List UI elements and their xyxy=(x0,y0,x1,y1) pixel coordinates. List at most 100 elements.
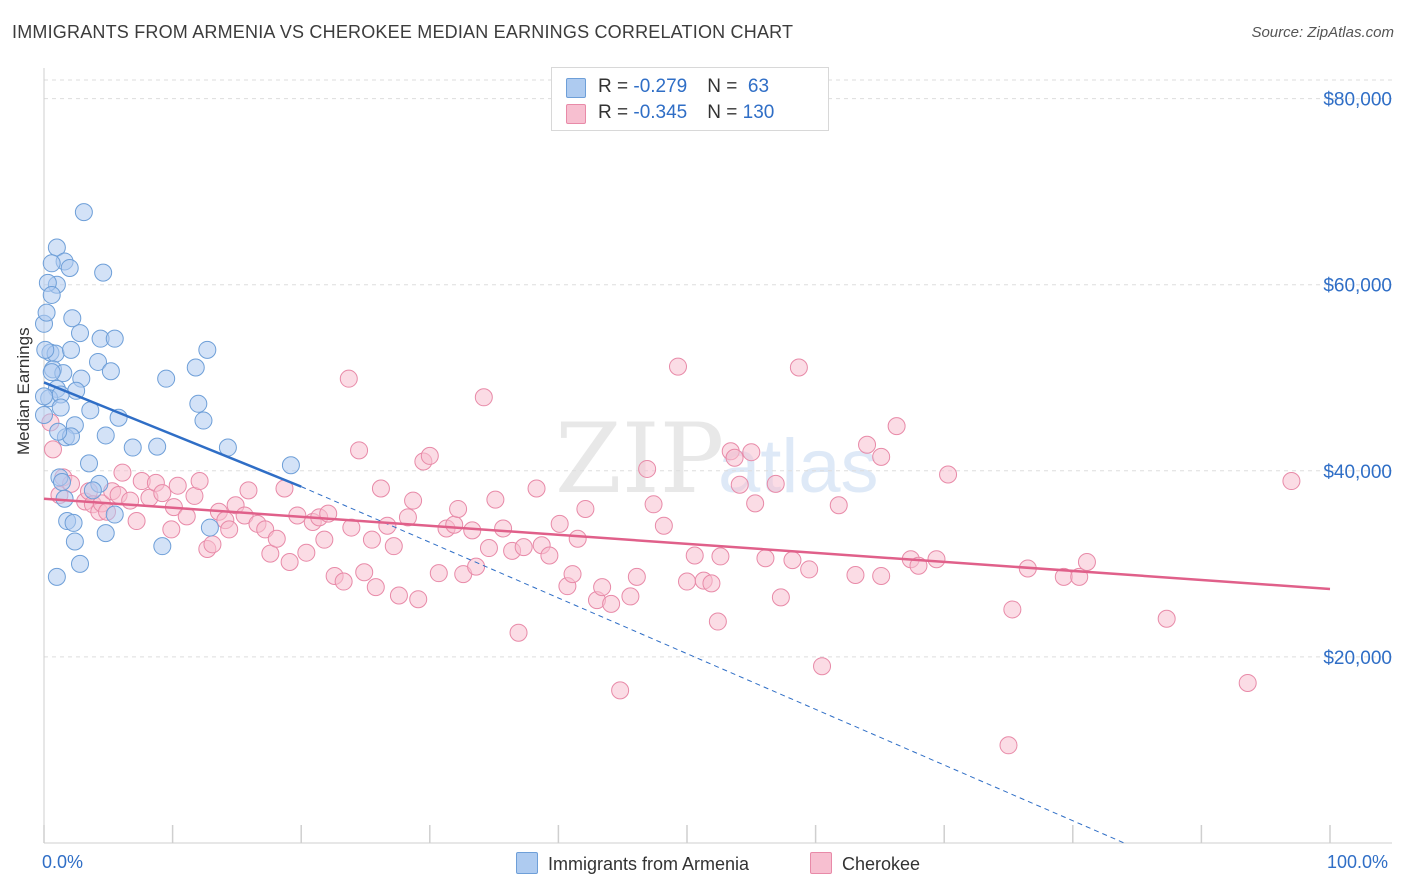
legend-n-value-armenia: 63 xyxy=(742,76,770,97)
cherokee-point xyxy=(678,572,696,591)
cherokee-point xyxy=(355,563,374,582)
armenia-point xyxy=(96,524,115,543)
watermark-atlas: atlas xyxy=(718,424,879,509)
cherokee-point xyxy=(846,566,865,585)
armenia-point xyxy=(83,481,102,500)
cherokee-point xyxy=(939,465,958,484)
armenia-point xyxy=(49,422,68,441)
legend-n-label: N = xyxy=(707,76,743,97)
y-tick-labels: $20,000 $40,000 $60,000 $80,000 xyxy=(1323,90,1392,669)
x-tick-label-left: 0.0% xyxy=(42,852,84,872)
cherokee-point xyxy=(668,357,687,376)
cherokee-point xyxy=(576,499,595,518)
armenia-point xyxy=(60,258,79,277)
armenia-point xyxy=(101,362,120,381)
legend-n-value-cherokee: 130 xyxy=(742,102,775,123)
armenia-point xyxy=(36,340,55,359)
armenia-point xyxy=(148,437,167,456)
cherokee-point xyxy=(1077,552,1096,571)
cherokee-point xyxy=(467,557,486,576)
cherokee-point xyxy=(384,537,403,556)
trend-lines xyxy=(43,381,1331,844)
cherokee-point xyxy=(371,479,390,498)
armenia-point xyxy=(281,456,300,475)
armenia-point xyxy=(51,398,70,417)
armenia-point xyxy=(105,505,124,524)
armenia-point xyxy=(64,513,83,532)
cherokee-point xyxy=(297,543,316,562)
cherokee-point xyxy=(514,538,533,557)
legend-r-value-armenia: -0.279 xyxy=(633,76,688,97)
armenia-point xyxy=(62,340,81,359)
cherokee-point xyxy=(449,499,468,518)
armenia-point xyxy=(80,454,99,473)
legend-swatch-cherokee xyxy=(566,104,586,124)
cherokee-point xyxy=(389,586,408,605)
cherokee-point xyxy=(742,443,761,462)
bottom-legend-swatch-cherokee xyxy=(810,852,832,874)
cherokee-point xyxy=(177,507,196,526)
cherokee-point xyxy=(409,590,428,609)
armenia-point xyxy=(53,472,72,491)
cherokee-point xyxy=(746,494,765,513)
armenia-point xyxy=(200,518,219,537)
armenia-point xyxy=(157,369,176,388)
cherokee-point xyxy=(479,539,498,558)
armenia-point xyxy=(186,358,205,377)
armenia-point xyxy=(42,363,61,382)
x-tick-label-right: 100.0% xyxy=(1327,852,1389,872)
cherokee-point xyxy=(1157,609,1176,628)
armenia-point xyxy=(194,411,213,430)
armenia-point xyxy=(71,324,90,343)
axes xyxy=(43,68,1392,844)
legend-r-label: R = xyxy=(598,102,634,123)
bottom-legend-label-cherokee: Cherokee xyxy=(842,854,921,874)
y-tick-label: $40,000 xyxy=(1323,462,1392,483)
correlation-legend: R = -0.279 N = 63 R = -0.345 N = 130 xyxy=(551,67,829,131)
cherokee-point xyxy=(168,476,187,495)
cherokee-point xyxy=(162,520,181,539)
armenia-point xyxy=(198,340,217,359)
cherokee-point xyxy=(1282,472,1301,491)
cherokee-point xyxy=(315,530,334,549)
cherokee-point xyxy=(220,520,239,539)
gridlines xyxy=(44,79,1392,658)
armenia-point xyxy=(63,309,82,328)
cherokee-point xyxy=(113,463,132,482)
legend-r-value-cherokee: -0.345 xyxy=(633,102,688,123)
armenia-point xyxy=(94,263,113,282)
cherokee-point xyxy=(887,417,906,436)
cherokee-point xyxy=(638,459,657,478)
cherokee-point xyxy=(702,574,721,593)
armenia-point xyxy=(35,405,53,424)
y-tick-label: $20,000 xyxy=(1323,648,1392,669)
cherokee-point xyxy=(872,566,891,585)
cherokee-point xyxy=(429,564,448,583)
cherokee-point xyxy=(602,594,621,613)
chart-title: IMMIGRANTS FROM ARMENIA VS CHEROKEE MEDI… xyxy=(12,22,794,42)
bottom-legend-armenia: Immigrants from Armenia xyxy=(516,852,749,875)
cherokee-point xyxy=(153,484,172,503)
cherokee-point xyxy=(627,567,646,586)
bottom-legend-cherokee: Cherokee xyxy=(810,852,920,875)
cherokee-point xyxy=(771,588,790,607)
cherokee-point xyxy=(494,519,513,538)
cherokee-point xyxy=(378,516,397,535)
cherokee-point xyxy=(261,544,280,563)
cherokee-point xyxy=(654,516,673,535)
armenia-point xyxy=(105,329,124,348)
cherokee-point xyxy=(858,435,877,454)
armenia-point xyxy=(37,303,56,322)
armenia-point xyxy=(96,426,115,445)
cherokee-point xyxy=(540,546,559,565)
cherokee-point xyxy=(1003,600,1022,619)
cherokee-point xyxy=(350,441,369,460)
bottom-legend-label-armenia: Immigrants from Armenia xyxy=(548,854,750,874)
cherokee-point xyxy=(621,587,640,606)
armenia-point xyxy=(74,203,93,222)
armenia-point xyxy=(65,532,84,551)
armenia-point xyxy=(47,567,66,586)
cherokee-point xyxy=(568,529,587,548)
cherokee-point xyxy=(563,565,582,584)
